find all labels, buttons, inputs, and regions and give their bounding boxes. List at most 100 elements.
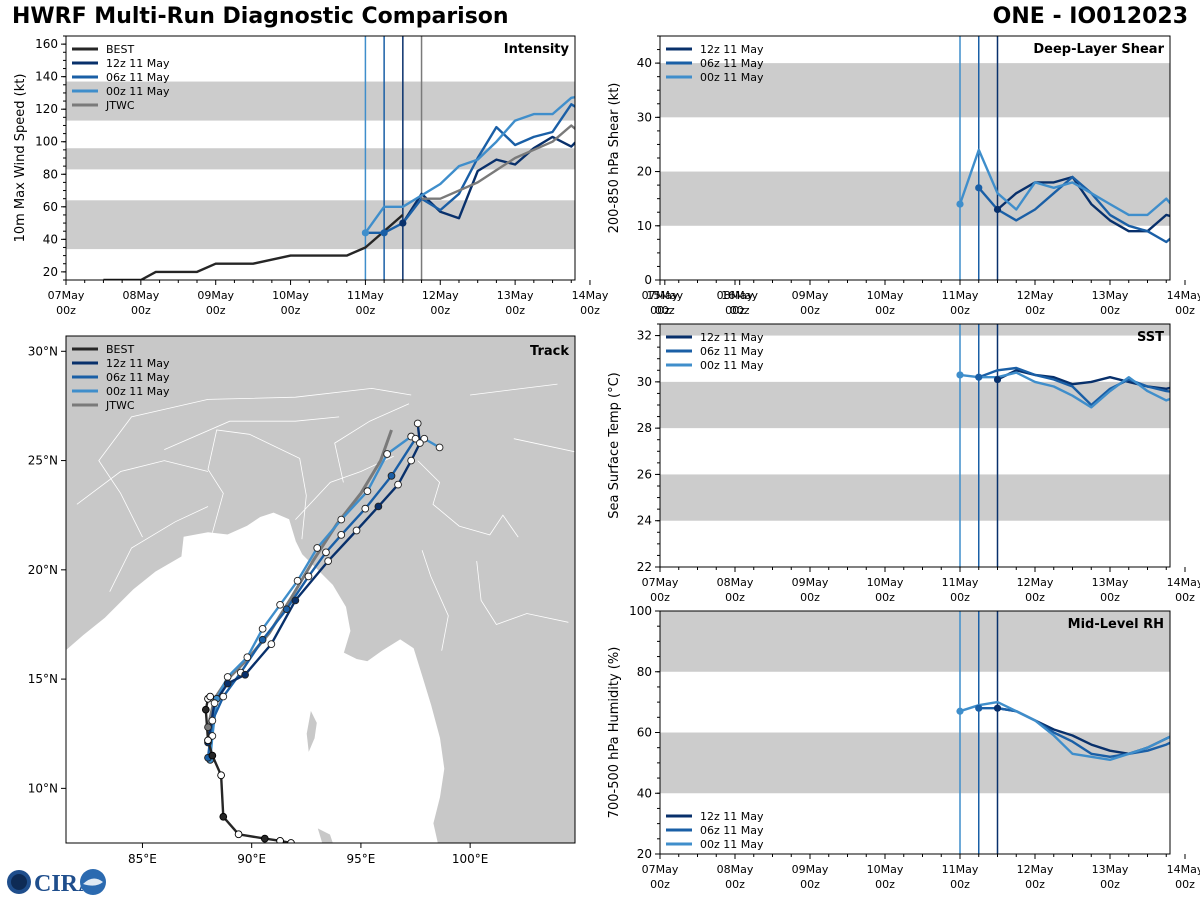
band: [66, 200, 575, 250]
track-point: [219, 692, 228, 701]
track-point: [337, 531, 346, 539]
x-tick-label: 90°E: [237, 852, 266, 866]
track-point: [208, 716, 217, 725]
x-tick-label: 12May: [1017, 863, 1054, 876]
x-tick-label: 00z: [725, 878, 745, 891]
y-axis-label: 200-850 hPa Shear (kt): [607, 83, 622, 234]
land: [305, 708, 318, 755]
x-tick-label: 00z: [505, 304, 525, 317]
y-tick-label: 40: [637, 786, 652, 800]
axes-frame: [659, 323, 1171, 568]
band: [66, 81, 575, 121]
admin-border: [470, 383, 558, 396]
y-tick-label: 20: [637, 847, 652, 861]
y-tick-label: 25°N: [28, 454, 58, 468]
admin-border: [334, 403, 410, 483]
track-point: [208, 751, 217, 760]
x-tick-label: 00z: [356, 304, 376, 317]
x-tick-label: 95°E: [346, 852, 375, 866]
y-tick-label: 30°N: [28, 344, 58, 358]
legend-label: BEST: [106, 43, 134, 56]
x-tick-label: 09May: [197, 289, 234, 302]
x-tick-label: 00z: [430, 304, 450, 317]
track-point: [324, 557, 332, 565]
track-point: [204, 736, 212, 745]
x-tick-label: 08May: [122, 289, 159, 302]
x-tick-label: 00z: [650, 878, 670, 891]
series-line-00z-11-may: [959, 371, 1170, 409]
init-marker: [361, 229, 370, 237]
legend-label: JTWC: [105, 399, 135, 412]
track-point: [293, 576, 302, 585]
track-line-06z-11-may: [206, 438, 417, 758]
x-tick-label: 00z: [800, 304, 820, 317]
x-tick-label: 11May: [942, 289, 979, 302]
band: [660, 381, 1170, 429]
y-tick-label: 30: [637, 375, 652, 389]
series-line-00z-11-may: [958, 148, 1170, 217]
legend-label: 00z 11 May: [700, 359, 764, 372]
x-tick-label: 00z: [950, 304, 970, 317]
track-point: [243, 653, 252, 662]
x-tick-label: 00z: [800, 591, 820, 604]
track-point: [407, 456, 416, 465]
plot-area: [66, 36, 575, 280]
land: [316, 826, 334, 843]
x-tick-label: 00z: [1100, 878, 1120, 891]
band: [660, 324, 1170, 336]
y-tick-label: 140: [35, 70, 58, 84]
series-line-06z-11-may: [978, 366, 1170, 407]
y-tick-label: 26: [637, 467, 652, 481]
y-tick-label: 24: [637, 514, 652, 528]
legend-label: JTWC: [105, 99, 135, 112]
track-point: [234, 830, 243, 839]
plot-area: [660, 36, 1170, 280]
track-point: [258, 635, 267, 644]
x-tick-label: 00z: [650, 304, 670, 317]
panel-title: Deep-Layer Shear: [1033, 42, 1164, 57]
x-tick-label: 07May: [48, 289, 85, 302]
x-tick-label: 00z: [580, 304, 600, 317]
x-tick-label: 14May: [1167, 863, 1200, 876]
track-point: [337, 515, 346, 524]
series-line-00z-11-may: [364, 95, 575, 234]
legend-label: 06z 11 May: [106, 371, 170, 384]
legend-label: 00z 11 May: [106, 85, 170, 98]
x-tick-label: 00z: [131, 304, 151, 317]
x-tick-label: 00z: [1025, 878, 1045, 891]
storm-id-label: ONE - IO012023: [992, 4, 1188, 29]
init-marker: [380, 229, 388, 237]
y-tick-label: 22: [637, 560, 652, 574]
legend-label: 00z 11 May: [106, 385, 170, 398]
y-axis-label: 700-500 hPa Humidity (%): [607, 647, 622, 819]
track-point: [413, 419, 422, 428]
y-tick-label: 100: [35, 135, 58, 149]
y-tick-label: 60: [637, 726, 652, 740]
track-point: [217, 771, 225, 780]
track-point: [210, 699, 219, 707]
init-marker: [975, 184, 983, 192]
x-tick-label: 11May: [347, 289, 384, 302]
x-tick-label: 12May: [422, 289, 459, 302]
x-tick-label: 00z: [875, 878, 895, 891]
track-point: [374, 502, 383, 511]
panel-title: Mid-Level RH: [1068, 617, 1164, 632]
y-tick-label: 40: [43, 232, 58, 246]
x-tick-label: 00z: [1100, 591, 1120, 604]
y-tick-label: 30: [637, 110, 652, 124]
y-tick-label: 120: [35, 102, 58, 116]
band: [660, 611, 1170, 672]
y-tick-label: 32: [637, 329, 652, 343]
x-tick-label: 00z: [1025, 591, 1045, 604]
x-tick-label: 12May: [1017, 289, 1054, 302]
y-tick-label: 100: [629, 604, 652, 618]
panel-title: Track: [530, 344, 569, 359]
legend-label: 12z 11 May: [700, 43, 764, 56]
legend-label: 12z 11 May: [106, 57, 170, 70]
legend-label: 06z 11 May: [700, 57, 764, 70]
plot-area: [660, 611, 1170, 854]
x-tick-label: 07May: [642, 576, 679, 589]
chart-track: 85°E 90°E 95°E 100°E 10°N 15°N 20°N 25°N 30°N Tra…: [28, 335, 576, 866]
y-tick-label: 10°N: [28, 781, 58, 795]
